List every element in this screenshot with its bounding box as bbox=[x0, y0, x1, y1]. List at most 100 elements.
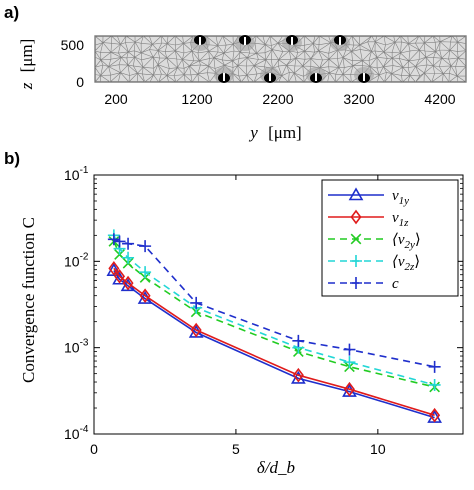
data-point bbox=[139, 240, 152, 253]
legend-entry-4: c bbox=[328, 276, 399, 292]
panel-b-label: b) bbox=[4, 149, 20, 168]
panel-b-xlabel: δ/d_b bbox=[257, 458, 295, 477]
mesh-refinement-spot bbox=[306, 67, 326, 83]
panel-b-xtick-labels: 0 5 10 bbox=[90, 441, 386, 457]
mesh-refinement-spot bbox=[235, 35, 255, 51]
series-line bbox=[113, 234, 435, 386]
mesh-refinement-spot bbox=[282, 35, 302, 51]
data-point bbox=[139, 266, 152, 279]
data-point bbox=[113, 235, 126, 248]
data-point bbox=[108, 260, 120, 276]
convergence-plot bbox=[93, 174, 464, 435]
data-point bbox=[429, 407, 441, 423]
marker-plus bbox=[343, 343, 356, 356]
data-point bbox=[343, 381, 355, 397]
marker-diamond bbox=[343, 381, 355, 397]
plot-ticks bbox=[93, 174, 463, 435]
marker-plus bbox=[107, 233, 120, 246]
panel-b-ylabel-text: Convergence function C bbox=[19, 217, 38, 383]
data-point bbox=[428, 378, 441, 391]
marker-plus bbox=[139, 240, 152, 253]
xtick-label: 5 bbox=[232, 441, 240, 457]
marker-plus bbox=[122, 237, 135, 250]
panel-a-xtick-1200: 1200 bbox=[181, 91, 212, 107]
ytick-label: 10-3 bbox=[64, 338, 89, 356]
marker-plus bbox=[350, 277, 362, 289]
data-point bbox=[190, 322, 202, 338]
legend: v1y v1z ⟨v2y⟩ ⟨v2z⟩ c bbox=[321, 179, 459, 297]
legend-box bbox=[321, 179, 459, 297]
panel-a-ytick-0: 0 bbox=[76, 74, 84, 90]
marker-plus bbox=[190, 296, 203, 309]
panel-a-xtick-2200: 2200 bbox=[262, 91, 293, 107]
legend-label: v1y bbox=[392, 188, 409, 207]
svg-text:z [μm]: z [μm] bbox=[17, 39, 36, 91]
svg-text:y [μm]: y [μm] bbox=[248, 123, 301, 142]
marker-diamond bbox=[122, 275, 134, 291]
marker-plus bbox=[122, 251, 135, 264]
data-point bbox=[122, 275, 134, 291]
panel-a-xlabel-unit: [μm] bbox=[268, 123, 302, 142]
data-point bbox=[139, 288, 151, 304]
data-point bbox=[107, 233, 120, 246]
panel-a-xlabel: y [μm] bbox=[248, 123, 301, 142]
mesh-plot bbox=[94, 35, 467, 83]
marker-triangle bbox=[348, 187, 364, 201]
panel-a-xtick-200: 200 bbox=[104, 91, 128, 107]
ytick-label: 10-1 bbox=[64, 165, 89, 183]
legend-entry-3: ⟨v2z⟩ bbox=[328, 254, 420, 273]
ytick-label: 10-4 bbox=[64, 424, 89, 442]
panel-a-xlabel-var: y bbox=[248, 123, 258, 142]
legend-entry-2: ⟨v2y⟩ bbox=[328, 232, 421, 251]
panel-b-ytick-labels: 10-4 10-3 10-2 10-1 bbox=[64, 165, 89, 442]
marker-plus bbox=[428, 360, 441, 373]
mesh-refinement-spot bbox=[214, 67, 234, 83]
marker-plus bbox=[428, 378, 441, 391]
data-point bbox=[343, 356, 356, 369]
xtick-label: 0 bbox=[90, 441, 98, 457]
panel-a-xtick-4200: 4200 bbox=[424, 91, 455, 107]
mesh-refinement-spot bbox=[330, 35, 350, 51]
panel-a-ylabel-unit: [μm] bbox=[17, 39, 36, 73]
panel-b-xlabel-text: δ/d_b bbox=[257, 458, 295, 477]
panel-b-ylabel: Convergence function C bbox=[19, 217, 38, 383]
marker-diamond bbox=[429, 407, 441, 423]
data-point bbox=[122, 237, 135, 250]
legend-entry-0: v1y bbox=[328, 187, 409, 207]
marker-diamond bbox=[114, 269, 126, 284]
panel-a-label: a) bbox=[4, 3, 19, 22]
mesh-refinement-spot bbox=[260, 67, 280, 83]
ytick-label: 10-2 bbox=[64, 251, 89, 269]
data-point bbox=[114, 269, 126, 284]
marker-x bbox=[350, 233, 362, 245]
marker-plus bbox=[343, 356, 356, 369]
series-1 bbox=[108, 260, 441, 423]
panel-a-ylabel: z [μm] bbox=[17, 39, 36, 91]
mesh-refinement-spot bbox=[354, 67, 374, 83]
xtick-label: 10 bbox=[370, 441, 386, 457]
legend-label: c bbox=[392, 276, 399, 292]
mesh-dense-nodes bbox=[190, 35, 374, 83]
legend-label: ⟨v2z⟩ bbox=[392, 254, 420, 273]
marker-diamond bbox=[190, 322, 202, 338]
series-line bbox=[113, 267, 435, 416]
panel-a-ytick-500: 500 bbox=[61, 37, 85, 53]
data-point bbox=[122, 251, 135, 264]
marker-diamond bbox=[139, 288, 151, 304]
data-point bbox=[428, 360, 441, 373]
data-point bbox=[292, 367, 304, 383]
plot-series bbox=[106, 229, 442, 423]
data-point bbox=[343, 343, 356, 356]
legend-label: ⟨v2y⟩ bbox=[392, 232, 421, 251]
marker-diamond bbox=[292, 367, 304, 383]
legend-label: v1z bbox=[392, 210, 409, 229]
marker-plus bbox=[350, 255, 362, 267]
panel-a-ylabel-var: z bbox=[17, 82, 36, 90]
marker-diamond bbox=[350, 209, 362, 225]
marker-plus bbox=[292, 334, 305, 347]
panel-a-xtick-3200: 3200 bbox=[343, 91, 374, 107]
legend-entries: v1y v1z ⟨v2y⟩ ⟨v2z⟩ c bbox=[328, 187, 421, 292]
marker-diamond bbox=[108, 260, 120, 276]
mesh-refinement-spot bbox=[190, 35, 210, 51]
